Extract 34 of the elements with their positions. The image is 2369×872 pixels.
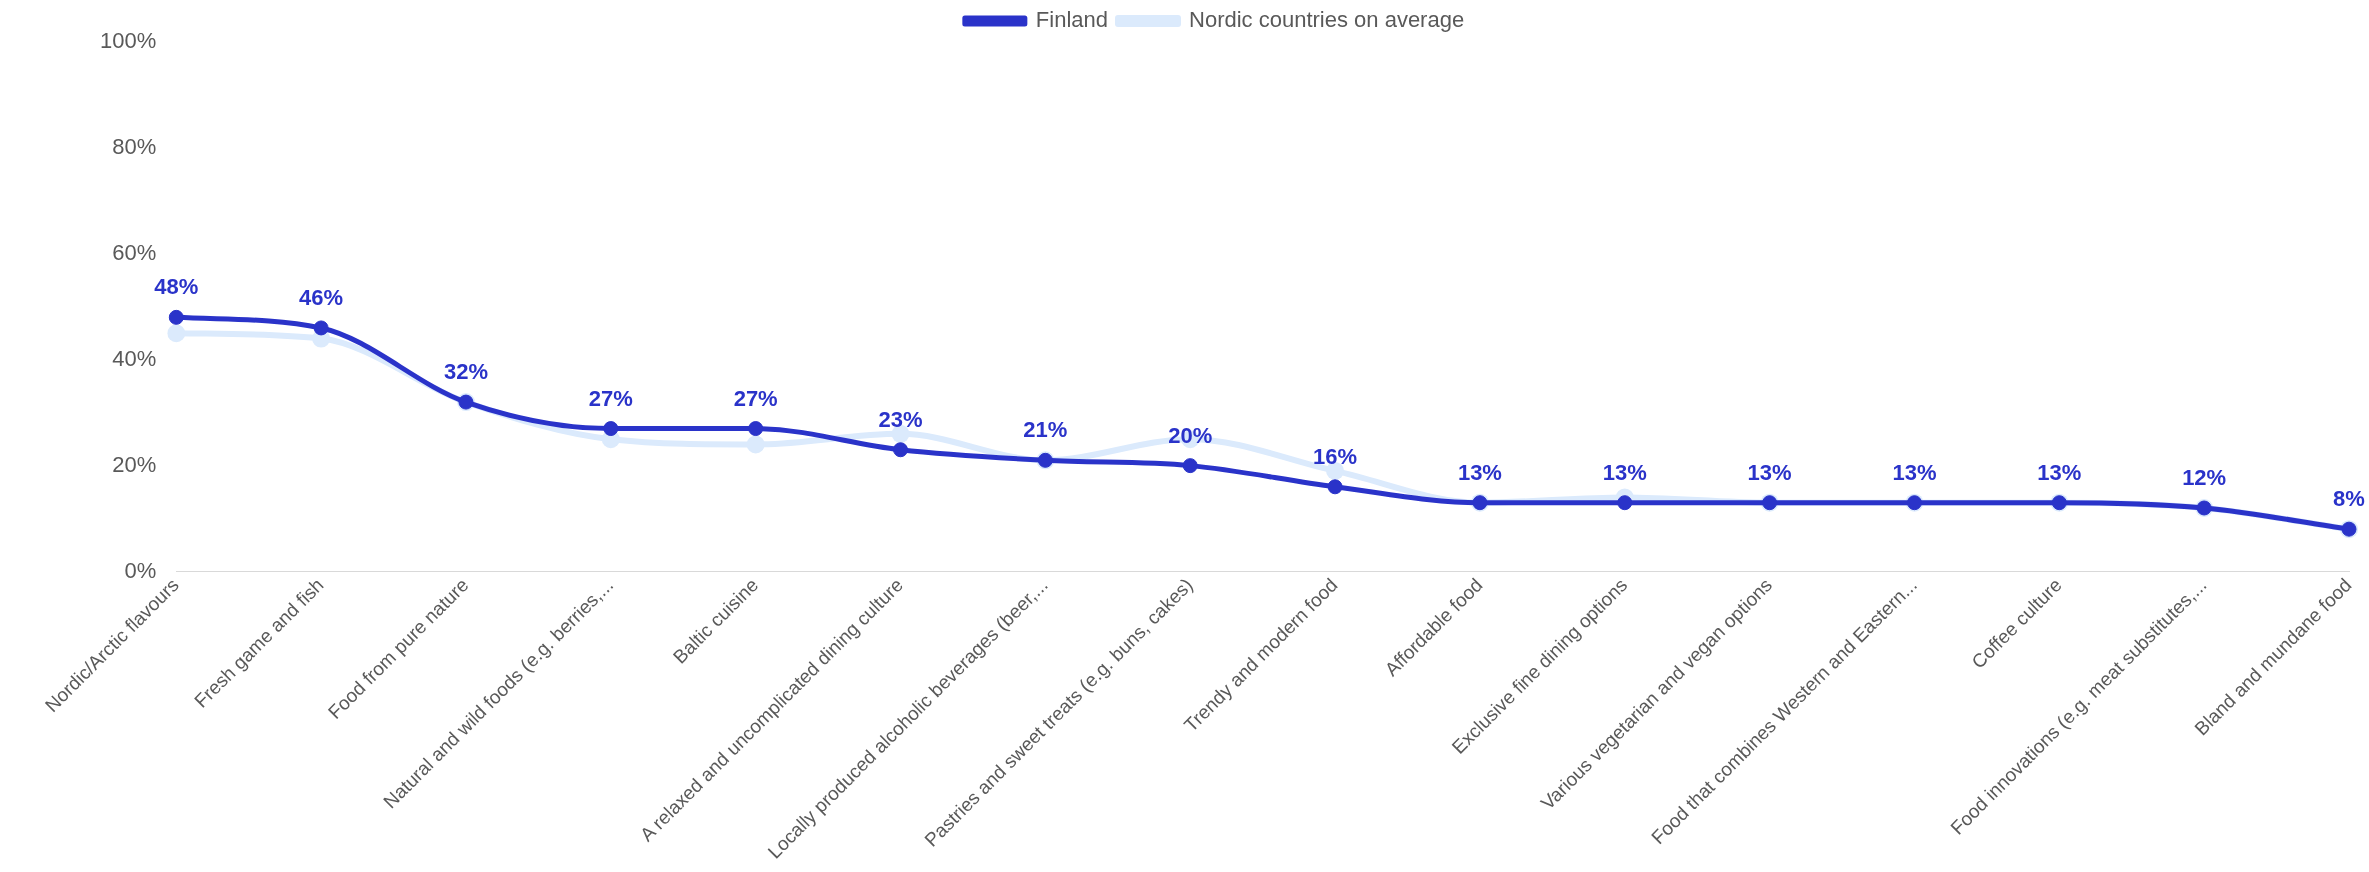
- point: [748, 421, 764, 437]
- y-tick-label: 80%: [112, 133, 157, 159]
- legend-label: Nordic countries on average: [1189, 7, 1465, 33]
- legend-label: Finland: [1035, 7, 1108, 33]
- data-label: 12%: [2182, 465, 2227, 491]
- data-label: 32%: [443, 359, 488, 385]
- point: [1617, 495, 1633, 511]
- data-label: 8%: [2333, 486, 2365, 512]
- point: [167, 324, 186, 343]
- data-label: 27%: [588, 385, 633, 411]
- point: [893, 442, 909, 458]
- data-label: 13%: [1457, 459, 1502, 485]
- data-label: 23%: [878, 406, 923, 432]
- data-label: 48%: [154, 274, 199, 300]
- data-label: 13%: [1747, 459, 1792, 485]
- point: [1327, 479, 1343, 495]
- data-label: 13%: [1892, 459, 1937, 485]
- data-label: 16%: [1313, 443, 1358, 469]
- y-tick-label: 40%: [112, 345, 157, 371]
- y-tick-label: 20%: [112, 451, 157, 477]
- point: [746, 435, 765, 454]
- data-label: 20%: [1168, 422, 1213, 448]
- data-label: 21%: [1023, 417, 1068, 443]
- data-label: 46%: [299, 285, 344, 311]
- point: [313, 320, 329, 336]
- y-tick-label: 60%: [112, 239, 157, 265]
- point: [603, 421, 619, 437]
- point: [168, 309, 184, 325]
- data-label: 27%: [733, 385, 778, 411]
- y-tick-label: 0%: [124, 557, 157, 583]
- data-label: 13%: [2037, 459, 2082, 485]
- data-label: 13%: [1602, 459, 1647, 485]
- y-tick-label: 100%: [99, 28, 157, 54]
- point: [1182, 458, 1198, 474]
